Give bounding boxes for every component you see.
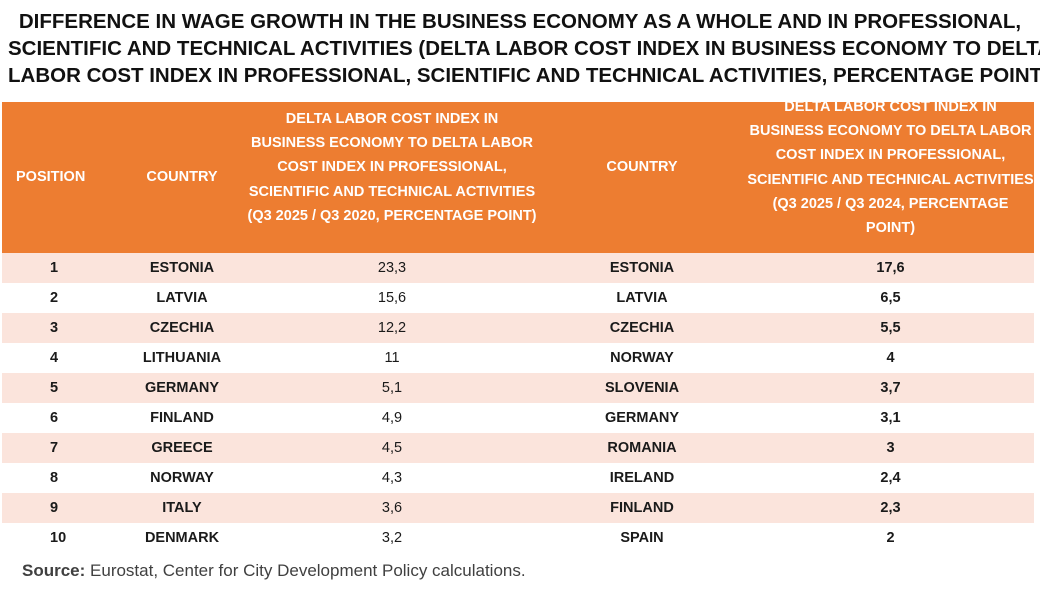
table-row: 4 LITHUANIA 11 NORWAY 4: [2, 343, 1034, 373]
country-right-cell: GERMANY: [537, 403, 747, 433]
country-left-cell: CZECHIA: [117, 313, 247, 343]
title-line-3: LABOR COST INDEX IN PROFESSIONAL, SCIENT…: [8, 64, 1040, 87]
table-header: POSITION COUNTRY DELTA LABOR COST INDEX …: [2, 99, 1034, 253]
source-note: Source: Eurostat, Center for City Develo…: [22, 561, 526, 581]
value-right-cell: 3,1: [747, 403, 1034, 433]
position-cell: 2: [2, 283, 117, 313]
country-right-cell: ESTONIA: [537, 253, 747, 283]
value-right-cell: 2,4: [747, 463, 1034, 493]
country-right-cell: CZECHIA: [537, 313, 747, 343]
table-body: 1 ESTONIA 23,3 ESTONIA 17,6 2 LATVIA 15,6 LATVIA…: [2, 253, 1034, 553]
country-left-cell: GREECE: [117, 433, 247, 463]
value-left-cell: 4,5: [247, 433, 537, 463]
source-text: Eurostat, Center for City Development Po…: [85, 561, 526, 580]
value-right-cell: 3: [747, 433, 1034, 463]
country-right-cell: SLOVENIA: [537, 373, 747, 403]
header-row: POSITION COUNTRY DELTA LABOR COST INDEX …: [2, 99, 1034, 253]
source-label: Source:: [22, 561, 86, 580]
position-cell: 4: [2, 343, 117, 373]
value-right-cell: 4: [747, 343, 1034, 373]
ranking-table-wrapper: POSITION COUNTRY DELTA LABOR COST INDEX …: [2, 99, 1034, 553]
table-row: 7 GREECE 4,5 ROMANIA 3: [2, 433, 1034, 463]
value-left-cell: 5,1: [247, 373, 537, 403]
value-right-cell: 2: [747, 523, 1034, 553]
table-row: 1 ESTONIA 23,3 ESTONIA 17,6: [2, 253, 1034, 283]
value-left-cell: 11: [247, 343, 537, 373]
country-left-cell: ESTONIA: [117, 253, 247, 283]
page-title: DIFFERENCE IN WAGE GROWTH IN THE BUSINES…: [8, 8, 1040, 89]
value-left-cell: 15,6: [247, 283, 537, 313]
country-left-cell: NORWAY: [117, 463, 247, 493]
country-right-cell: ROMANIA: [537, 433, 747, 463]
position-cell: 10: [2, 523, 117, 553]
value-right-cell: 3,7: [747, 373, 1034, 403]
header-value-right: DELTA LABOR COST INDEX IN BUSINESS ECONO…: [747, 99, 1034, 253]
position-cell: 6: [2, 403, 117, 433]
title-line-1: DIFFERENCE IN WAGE GROWTH IN THE BUSINES…: [18, 10, 1022, 33]
value-left-cell: 4,3: [247, 463, 537, 493]
position-cell: 8: [2, 463, 117, 493]
country-right-cell: SPAIN: [537, 523, 747, 553]
value-right-cell: 2,3: [747, 493, 1034, 523]
country-left-cell: DENMARK: [117, 523, 247, 553]
country-left-cell: LATVIA: [117, 283, 247, 313]
table-row: 8 NORWAY 4,3 IRELAND 2,4: [2, 463, 1034, 493]
country-right-cell: FINLAND: [537, 493, 747, 523]
value-left-cell: 23,3: [247, 253, 537, 283]
country-left-cell: FINLAND: [117, 403, 247, 433]
header-value-left: DELTA LABOR COST INDEX IN BUSINESS ECONO…: [247, 102, 537, 253]
value-right-cell: 5,5: [747, 313, 1034, 343]
value-right-cell: 6,5: [747, 283, 1034, 313]
table-row: 10 DENMARK 3,2 SPAIN 2: [2, 523, 1034, 553]
position-cell: 7: [2, 433, 117, 463]
table-row: 6 FINLAND 4,9 GERMANY 3,1: [2, 403, 1034, 433]
table-row: 9 ITALY 3,6 FINLAND 2,3: [2, 493, 1034, 523]
country-right-cell: IRELAND: [537, 463, 747, 493]
title-line-2: SCIENTIFIC AND TECHNICAL ACTIVITIES (DEL…: [8, 37, 1040, 60]
position-cell: 5: [2, 373, 117, 403]
table-row: 5 GERMANY 5,1 SLOVENIA 3,7: [2, 373, 1034, 403]
header-position: POSITION: [2, 102, 117, 253]
header-country-left: COUNTRY: [117, 102, 247, 253]
value-left-cell: 4,9: [247, 403, 537, 433]
ranking-table: POSITION COUNTRY DELTA LABOR COST INDEX …: [2, 99, 1034, 553]
value-left-cell: 3,6: [247, 493, 537, 523]
position-cell: 9: [2, 493, 117, 523]
value-left-cell: 12,2: [247, 313, 537, 343]
value-left-cell: 3,2: [247, 523, 537, 553]
table-row: 2 LATVIA 15,6 LATVIA 6,5: [2, 283, 1034, 313]
position-cell: 3: [2, 313, 117, 343]
country-right-cell: NORWAY: [537, 343, 747, 373]
country-left-cell: GERMANY: [117, 373, 247, 403]
value-right-cell: 17,6: [747, 253, 1034, 283]
header-country-right: COUNTRY: [537, 102, 747, 253]
country-left-cell: LITHUANIA: [117, 343, 247, 373]
country-left-cell: ITALY: [117, 493, 247, 523]
table-row: 3 CZECHIA 12,2 CZECHIA 5,5: [2, 313, 1034, 343]
position-cell: 1: [2, 253, 117, 283]
country-right-cell: LATVIA: [537, 283, 747, 313]
